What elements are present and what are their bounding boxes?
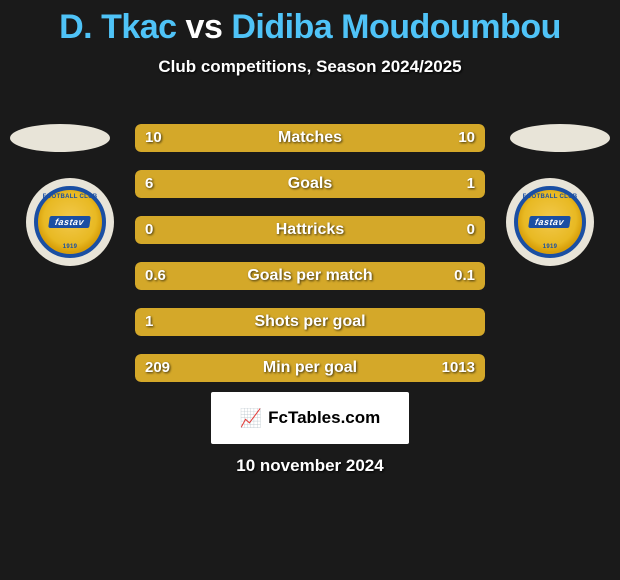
- stat-label: Shots per goal: [135, 308, 485, 336]
- left-ellipse: [10, 124, 110, 152]
- club-badge-right-inner: FOOTBALL CLUB fastav 1919: [514, 186, 586, 258]
- club-badge-left-inner: FOOTBALL CLUB fastav 1919: [34, 186, 106, 258]
- source-logo-text: FcTables.com: [268, 408, 380, 428]
- stat-label: Goals per match: [135, 262, 485, 290]
- stat-row: 00Hattricks: [135, 216, 485, 244]
- stat-row: 0.60.1Goals per match: [135, 262, 485, 290]
- badge-brand: fastav: [529, 216, 572, 228]
- source-logo: 📈 FcTables.com: [211, 392, 409, 444]
- stat-row: 61Goals: [135, 170, 485, 198]
- right-ellipse: [510, 124, 610, 152]
- stat-label: Hattricks: [135, 216, 485, 244]
- player1-name: D. Tkac: [59, 8, 176, 46]
- player2-name: Didiba Moudoumbou: [231, 8, 561, 46]
- stat-label: Matches: [135, 124, 485, 152]
- stat-label: Goals: [135, 170, 485, 198]
- subtitle: Club competitions, Season 2024/2025: [0, 57, 620, 77]
- vs-text: vs: [186, 8, 223, 46]
- comparison-bars: 1010Matches 61Goals 00Hattricks 0.60.1Goals…: [135, 124, 485, 400]
- badge-brand: fastav: [49, 216, 92, 228]
- comparison-title: D. Tkac vs Didiba Moudoumbou: [0, 0, 620, 47]
- badge-year: 1919: [63, 244, 78, 250]
- stat-row: 2091013Min per goal: [135, 354, 485, 382]
- stat-label: Min per goal: [135, 354, 485, 382]
- badge-year: 1919: [543, 244, 558, 250]
- chart-icon: 📈: [240, 408, 262, 429]
- badge-top-text: FOOTBALL CLUB: [523, 194, 578, 200]
- date-text: 10 november 2024: [0, 456, 620, 476]
- stat-row: 1010Matches: [135, 124, 485, 152]
- club-badge-right: FOOTBALL CLUB fastav 1919: [506, 178, 594, 266]
- badge-top-text: FOOTBALL CLUB: [43, 194, 98, 200]
- club-badge-left: FOOTBALL CLUB fastav 1919: [26, 178, 114, 266]
- stat-row: 1Shots per goal: [135, 308, 485, 336]
